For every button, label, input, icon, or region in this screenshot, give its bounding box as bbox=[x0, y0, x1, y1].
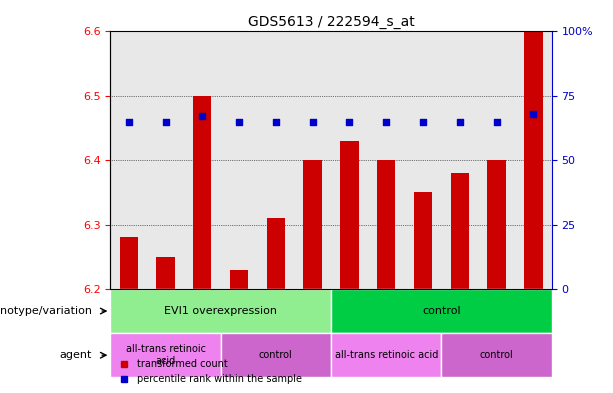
Point bbox=[161, 118, 170, 125]
Point bbox=[492, 118, 501, 125]
Bar bbox=[120, 237, 138, 289]
Bar bbox=[193, 96, 211, 289]
Bar bbox=[184, 31, 221, 289]
Point bbox=[271, 118, 281, 125]
Text: control: control bbox=[259, 350, 293, 360]
Bar bbox=[267, 218, 285, 289]
Bar bbox=[377, 160, 395, 289]
Text: all-trans retinoic
acid: all-trans retinoic acid bbox=[126, 344, 205, 366]
Point bbox=[528, 111, 538, 117]
Bar bbox=[524, 31, 543, 289]
Bar bbox=[294, 31, 331, 289]
FancyBboxPatch shape bbox=[331, 333, 441, 377]
Point bbox=[345, 118, 354, 125]
Point bbox=[234, 118, 244, 125]
Text: agent: agent bbox=[59, 350, 92, 360]
FancyBboxPatch shape bbox=[110, 289, 331, 333]
Bar bbox=[147, 31, 184, 289]
Point bbox=[124, 118, 134, 125]
Bar bbox=[110, 31, 147, 289]
Bar bbox=[478, 31, 515, 289]
Bar bbox=[257, 31, 294, 289]
Text: all-trans retinoic acid: all-trans retinoic acid bbox=[335, 350, 438, 360]
Bar bbox=[487, 160, 506, 289]
FancyBboxPatch shape bbox=[110, 333, 221, 377]
Bar bbox=[303, 160, 322, 289]
Text: EVI1 overexpression: EVI1 overexpression bbox=[164, 306, 277, 316]
Bar bbox=[156, 257, 175, 289]
Bar bbox=[441, 31, 478, 289]
FancyBboxPatch shape bbox=[331, 289, 552, 333]
Text: control: control bbox=[422, 306, 461, 316]
Text: control: control bbox=[479, 350, 514, 360]
Bar bbox=[331, 31, 368, 289]
Bar bbox=[414, 193, 432, 289]
Point bbox=[455, 118, 465, 125]
Bar bbox=[340, 141, 359, 289]
Title: GDS5613 / 222594_s_at: GDS5613 / 222594_s_at bbox=[248, 15, 414, 29]
Text: genotype/variation: genotype/variation bbox=[0, 306, 92, 316]
Point bbox=[308, 118, 318, 125]
Legend: transformed count, percentile rank within the sample: transformed count, percentile rank withi… bbox=[115, 356, 305, 388]
FancyBboxPatch shape bbox=[441, 333, 552, 377]
Bar bbox=[230, 270, 248, 289]
Point bbox=[418, 118, 428, 125]
Bar bbox=[405, 31, 441, 289]
Point bbox=[381, 118, 391, 125]
Point bbox=[197, 113, 207, 119]
Bar bbox=[451, 173, 469, 289]
FancyBboxPatch shape bbox=[221, 333, 331, 377]
Bar bbox=[515, 31, 552, 289]
Bar bbox=[221, 31, 257, 289]
Bar bbox=[368, 31, 405, 289]
